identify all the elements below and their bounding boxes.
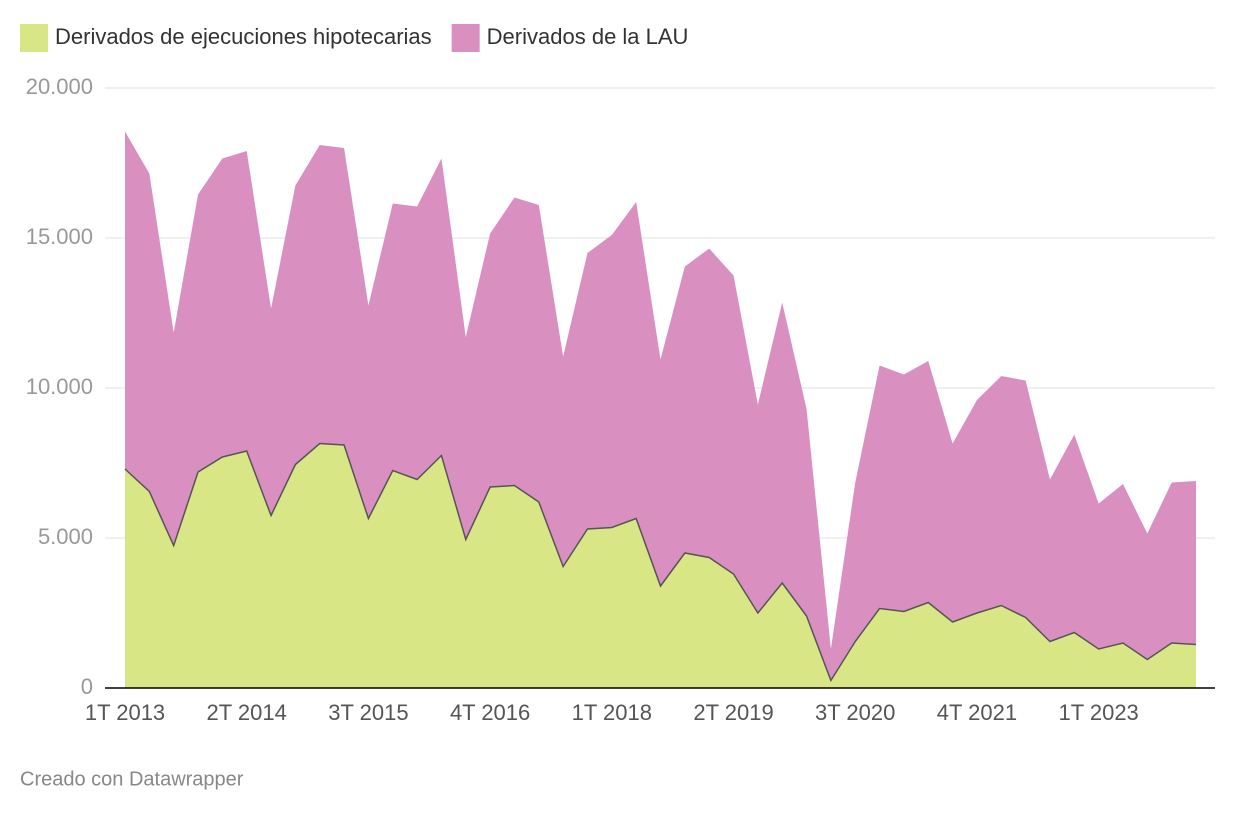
x-tick-label: 3T 2020 (815, 700, 895, 725)
legend-label: Derivados de la LAU (487, 24, 689, 49)
legend-swatch (451, 24, 480, 52)
x-tick-label: 4T 2016 (450, 700, 530, 725)
y-tick-label: 10.000 (26, 374, 93, 399)
x-tick-label: 1T 2023 (1058, 700, 1138, 725)
legend-label: Derivados de ejecuciones hipotecarias (55, 24, 432, 49)
x-tick-label: 4T 2021 (937, 700, 1017, 725)
y-tick-label: 20.000 (26, 74, 93, 99)
x-tick-label: 2T 2014 (207, 700, 287, 725)
x-tick-label: 3T 2015 (328, 700, 408, 725)
area (125, 443, 1196, 688)
y-tick-label: 0 (81, 674, 93, 699)
area (125, 131, 1196, 681)
x-tick-label: 1T 2018 (572, 700, 652, 725)
x-tick-label: 1T 2013 (85, 700, 165, 725)
x-tick-label: 2T 2019 (693, 700, 773, 725)
area-line (124, 442, 1197, 683)
source: Creado con Datawrapper (20, 768, 244, 790)
y-tick-label: 15.000 (26, 224, 93, 249)
y-tick-label: 5.000 (38, 524, 93, 549)
legend-swatch (20, 24, 48, 52)
